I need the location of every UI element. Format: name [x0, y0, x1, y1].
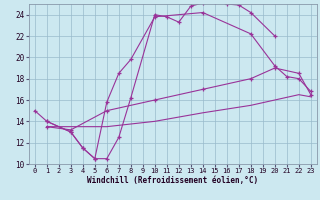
X-axis label: Windchill (Refroidissement éolien,°C): Windchill (Refroidissement éolien,°C) — [87, 176, 258, 185]
